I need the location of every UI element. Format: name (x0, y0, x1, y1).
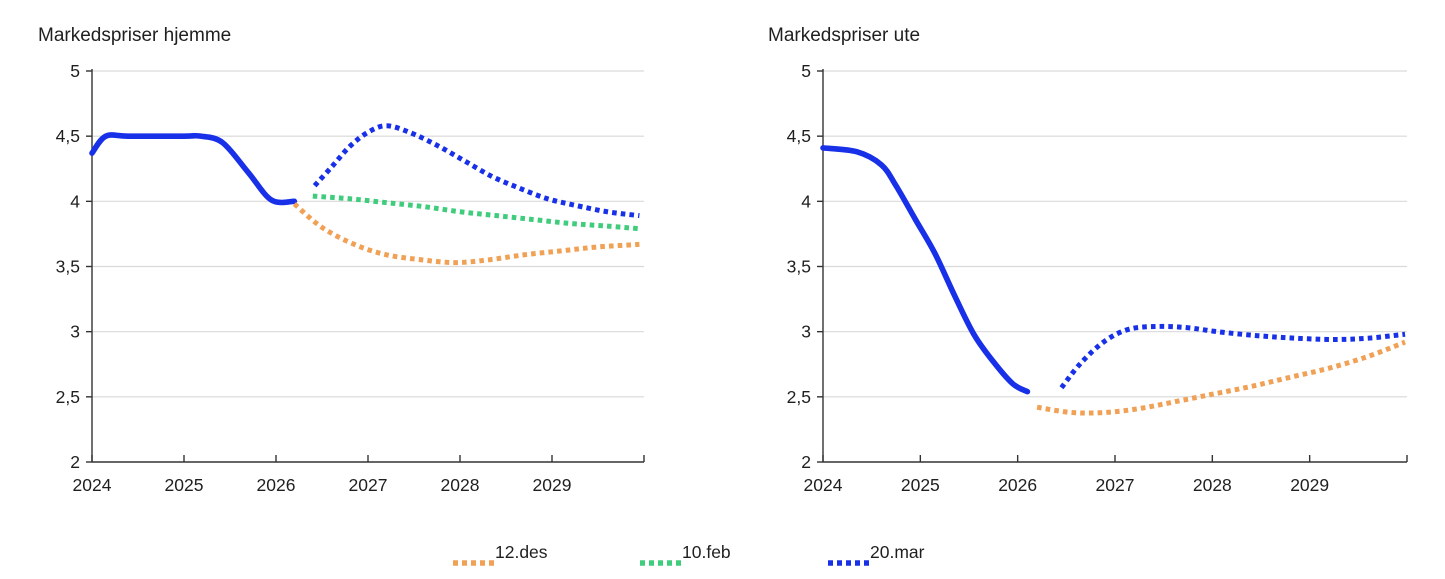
x-tick-label: 2024 (804, 475, 843, 495)
series-historisk-line (89, 132, 298, 206)
y-tick-label: 2,5 (787, 387, 811, 407)
y-tick-label: 4 (70, 191, 80, 211)
x-tick-label: 2024 (73, 475, 112, 495)
legend-label-20-mar: 20.mar (870, 542, 925, 562)
y-tick-label: 2 (801, 452, 811, 472)
y-tick-label: 3 (801, 322, 811, 342)
x-tick-label: 2028 (1193, 475, 1232, 495)
y-tick-label: 3 (70, 322, 80, 342)
x-tick-label: 2029 (533, 475, 572, 495)
series-20-mar-line (1059, 323, 1406, 390)
y-tick-label: 4 (801, 191, 811, 211)
x-tick-label: 2029 (1290, 475, 1329, 495)
y-tick-label: 4,5 (56, 126, 80, 146)
x-tick-label: 2027 (1096, 475, 1135, 495)
legend-item-12-des: 12.des (453, 542, 548, 566)
series-12-des-line (1036, 339, 1406, 416)
series-historisk-line (820, 145, 1031, 395)
chart-hjemme: 2024 2025 2026 2027 2028 2029 2 2,5 3 3,5 4 4,5 5 (56, 61, 645, 495)
series-10-feb-line (312, 193, 640, 232)
legend-label-12-des: 12.des (495, 542, 548, 562)
chart-ute: 2024 2025 2026 2027 2028 2029 2 2,5 3 3,5 4 4,5 5 (787, 61, 1408, 495)
chart-title-ute: Markedspriser ute (768, 25, 921, 46)
y-tick-label: 3,5 (787, 257, 811, 277)
x-tick-label: 2025 (901, 475, 940, 495)
legend-label-10-feb: 10.feb (682, 542, 731, 562)
y-tick-label: 4,5 (787, 126, 811, 146)
x-tick-label: 2027 (349, 475, 388, 495)
y-tick-label: 2 (70, 452, 80, 472)
legend-dash-20-mar-icon (828, 550, 869, 566)
x-tick-label: 2026 (998, 475, 1037, 495)
chart-title-hjemme: Markedspriser hjemme (38, 25, 232, 46)
y-tick-label: 5 (801, 61, 811, 81)
legend-item-20-mar: 20.mar (828, 542, 925, 566)
y-tick-label: 3,5 (56, 257, 80, 277)
x-tick-label: 2025 (165, 475, 204, 495)
x-tick-label: 2026 (257, 475, 296, 495)
x-tick-label: 2028 (441, 475, 480, 495)
legend-dash-12-des-icon (453, 550, 494, 566)
series-20-mar-line (312, 123, 640, 219)
y-tick-label: 2,5 (56, 387, 80, 407)
series-12-des-line (292, 202, 640, 266)
legend-dash-10-feb-icon (640, 550, 681, 566)
legend-item-10-feb: 10.feb (640, 542, 731, 566)
y-tick-label: 5 (70, 61, 80, 81)
